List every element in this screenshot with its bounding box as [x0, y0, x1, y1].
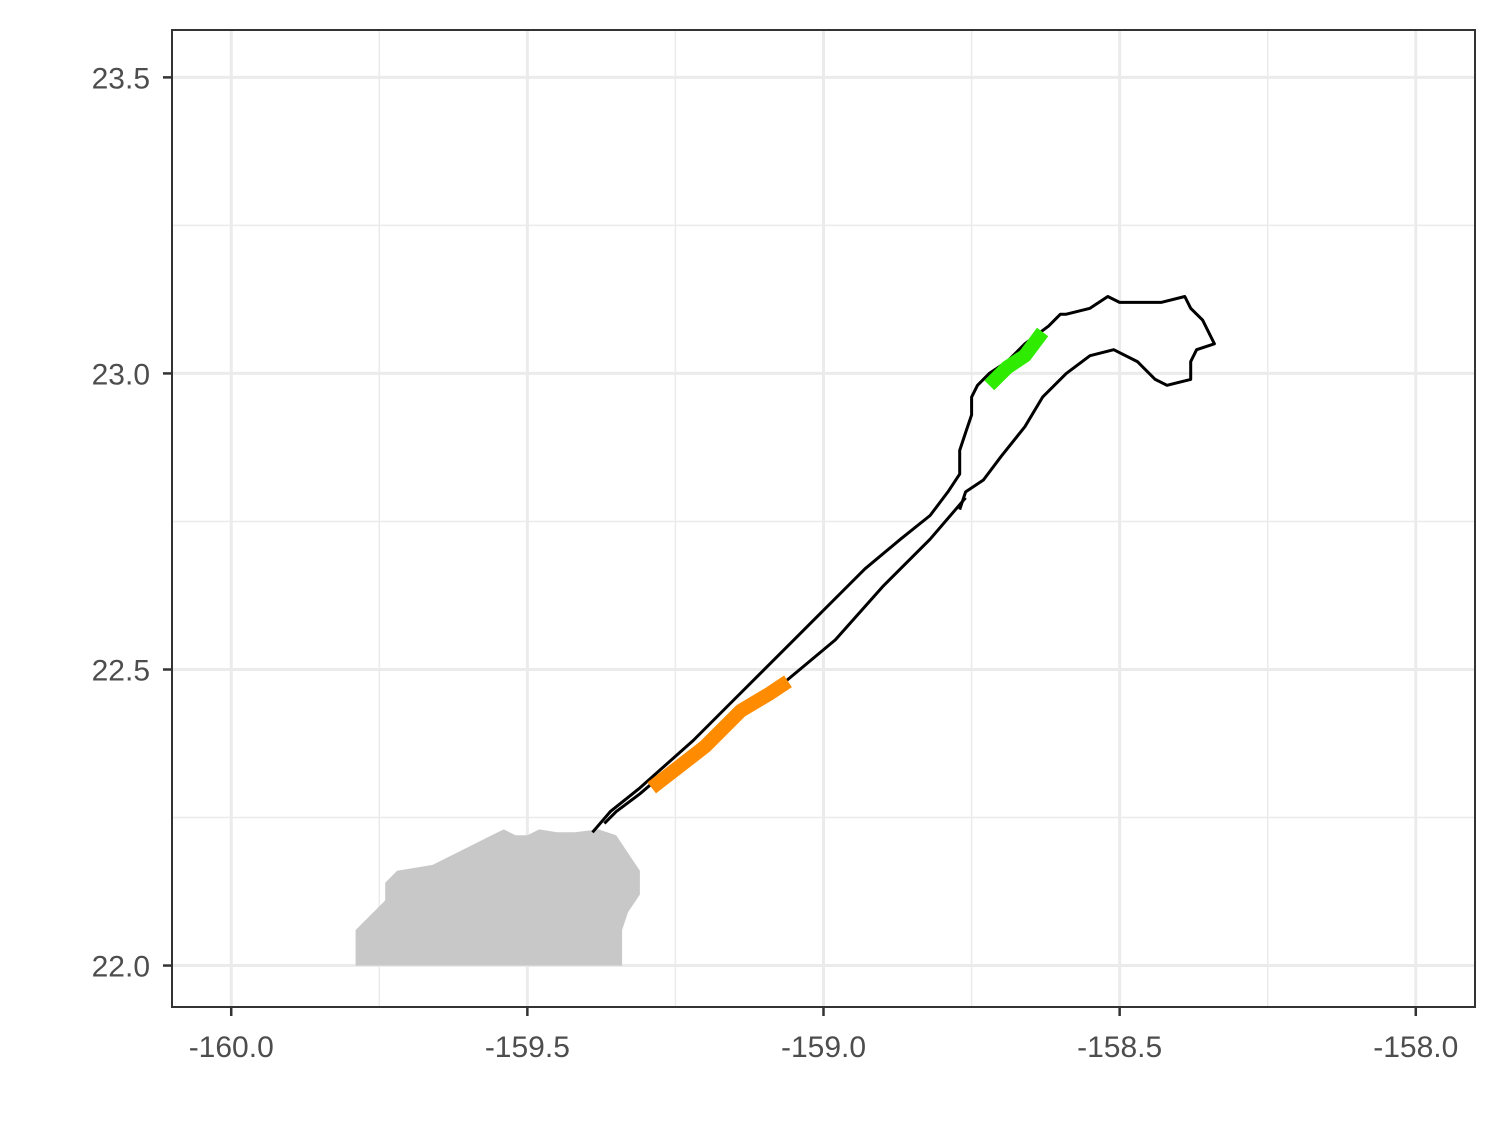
highlight-segments	[647, 327, 1049, 794]
x-tick-label: -158.0	[1373, 1031, 1458, 1064]
y-axis: 22.0 22.5 23.0 23.5	[92, 62, 172, 984]
y-tick-label: 23.5	[92, 62, 150, 95]
x-tick-label: -158.5	[1077, 1031, 1162, 1064]
land-layer	[355, 829, 640, 966]
x-tick-label: -160.0	[189, 1031, 274, 1064]
x-tick-label: -159.0	[781, 1031, 866, 1064]
track-line-outbound	[591, 295, 1216, 834]
highlight-segment-2	[984, 327, 1049, 391]
land-polygon	[355, 829, 640, 966]
plot-panel	[171, 29, 1476, 1008]
y-tick-label: 23.0	[92, 358, 150, 391]
x-axis: -160.0 -159.5 -159.0 -158.5 -158.0	[189, 1007, 1458, 1064]
grid-major-lines	[172, 30, 1475, 1007]
y-tick-label: 22.0	[92, 951, 150, 984]
x-tick-label: -159.5	[485, 1031, 570, 1064]
highlight-segment-1	[647, 675, 792, 794]
y-tick-label: 22.5	[92, 654, 150, 687]
